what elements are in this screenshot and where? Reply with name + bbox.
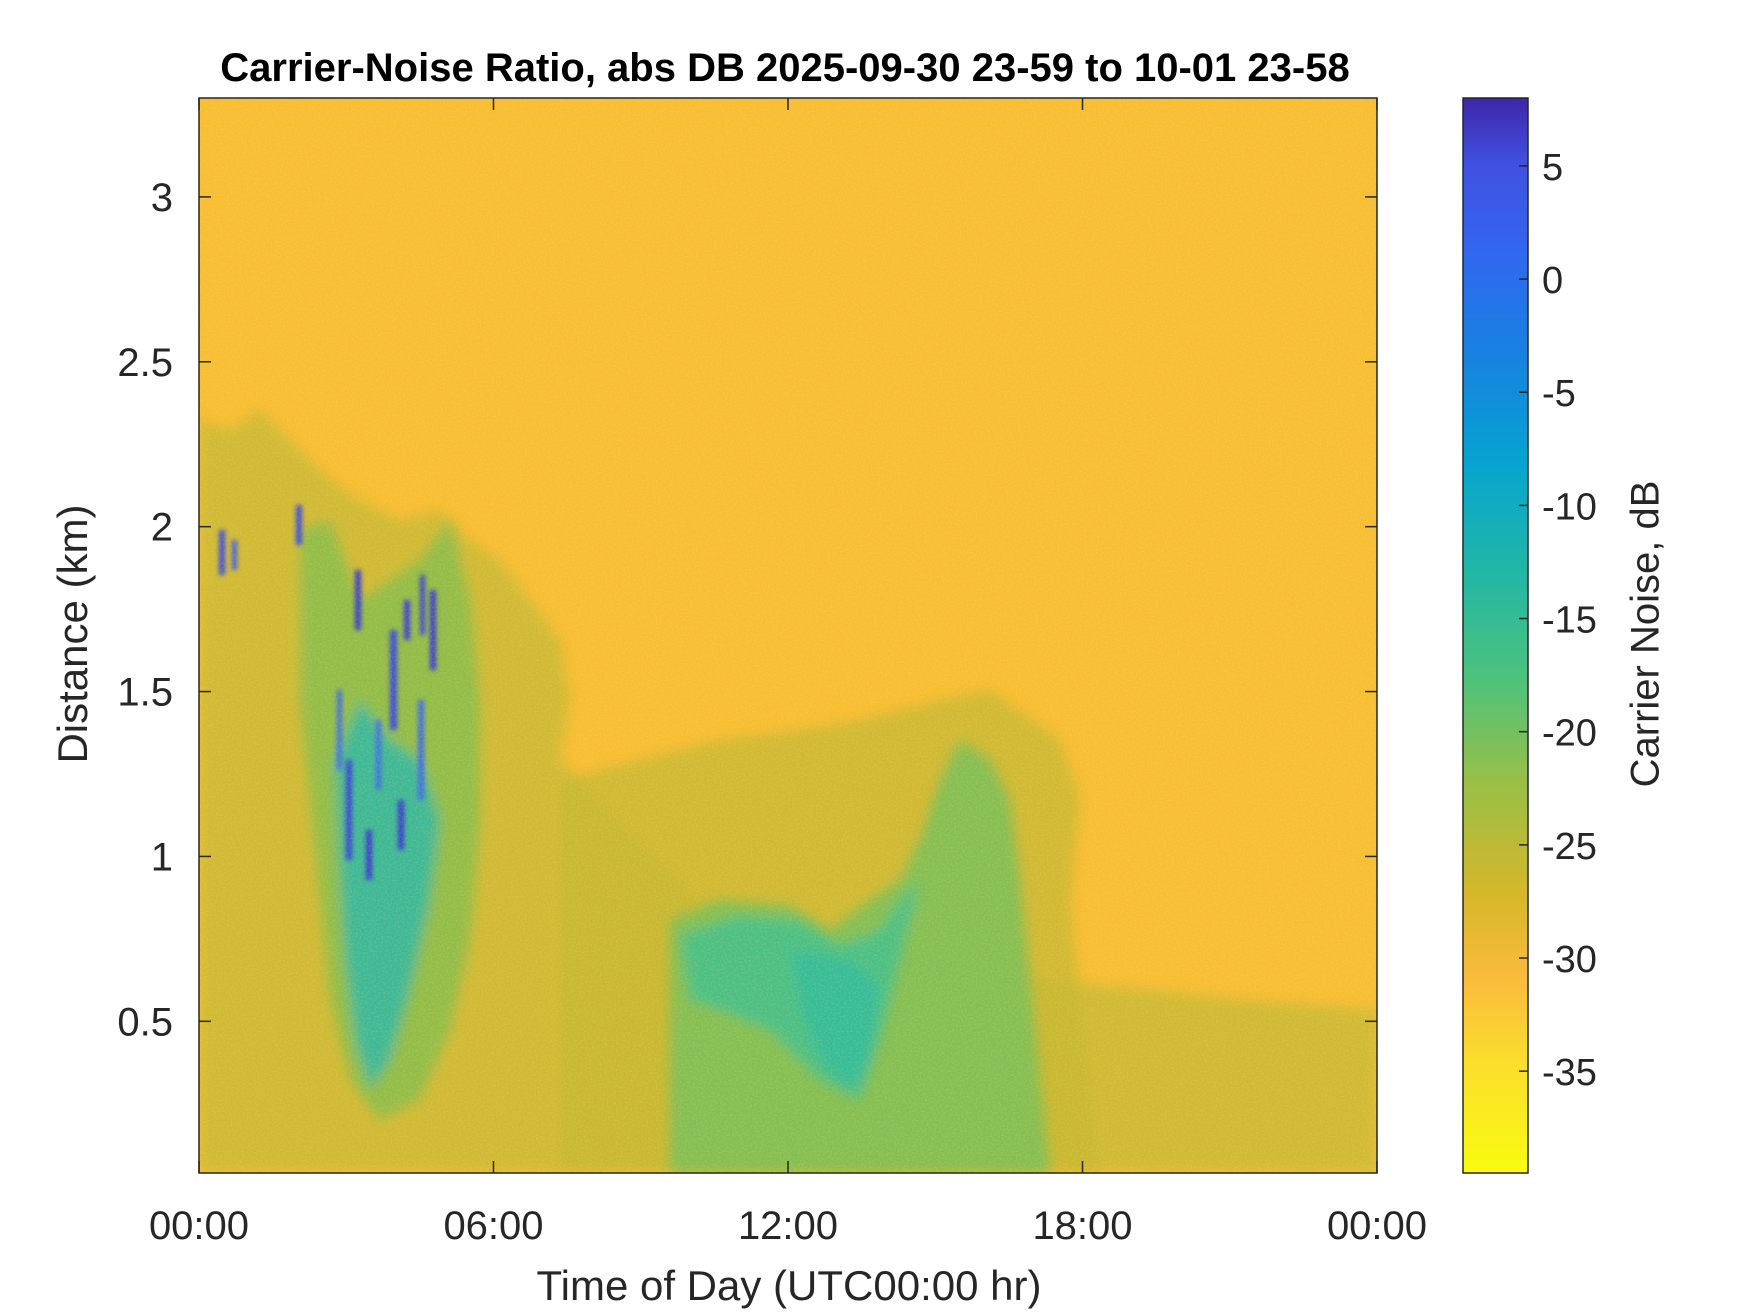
x-tick-labels: 00:00 06:00 12:00 18:00 00:00: [149, 1204, 1427, 1248]
y-tick-label: 2.5: [117, 341, 173, 385]
colorbar-tick-label: -35: [1542, 1052, 1597, 1094]
colorbar-tick-label: -5: [1542, 373, 1576, 415]
x-axis-label: Time of Day (UTC00:00 hr): [536, 1262, 1042, 1309]
axis-ticks: [198, 98, 1378, 1173]
colorbar-tick-label: -25: [1542, 826, 1597, 868]
colorbar-tick-label: 0: [1542, 260, 1563, 302]
colorbar-tick-label: -30: [1542, 939, 1597, 981]
chart-title: Carrier-Noise Ratio, abs DB 2025-09-30 2…: [220, 46, 1350, 90]
colorbar-tick-label: 5: [1542, 147, 1563, 189]
y-tick-label: 1.5: [117, 671, 173, 715]
heatmap: [199, 98, 1377, 1173]
heatmap-noise: [199, 98, 1377, 1173]
y-tick-label: 1: [151, 835, 173, 879]
colorbar-tick-labels: 5 0 -5 -10 -15 -20 -25 -30 -35: [1542, 147, 1597, 1094]
y-tick-label: 3: [151, 176, 173, 220]
colorbar-label: Carrier Noise, dB: [1623, 480, 1668, 788]
x-tick-label: 00:00: [1327, 1204, 1427, 1248]
colorbar-tick-label: -10: [1542, 486, 1597, 528]
colorbar-tick-label: -20: [1542, 713, 1597, 755]
x-tick-label: 12:00: [738, 1204, 838, 1248]
colorbar-tick-label: -15: [1542, 600, 1597, 642]
y-tick-labels: 0.5 1 1.5 2 2.5 3: [117, 176, 173, 1044]
x-tick-label: 00:00: [149, 1204, 249, 1248]
colorbar-ticks: [1519, 165, 1528, 1072]
x-tick-label: 06:00: [443, 1204, 543, 1248]
x-tick-label: 18:00: [1032, 1204, 1132, 1248]
y-axis-label: Distance (km): [49, 504, 96, 764]
y-tick-label: 0.5: [117, 1000, 173, 1044]
y-tick-label: 2: [151, 506, 173, 550]
colorbar: [1462, 97, 1529, 1174]
